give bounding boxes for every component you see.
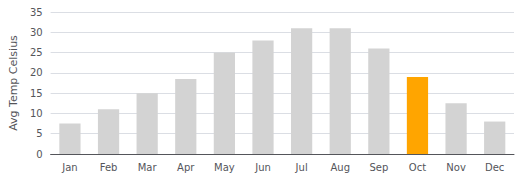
svg-text:Jul: Jul [295, 162, 308, 173]
svg-text:0: 0 [36, 149, 42, 160]
svg-text:Nov: Nov [446, 162, 466, 173]
svg-text:35: 35 [30, 7, 43, 18]
svg-text:20: 20 [30, 67, 43, 78]
svg-text:May: May [214, 162, 235, 173]
svg-text:Aug: Aug [330, 162, 350, 173]
svg-text:15: 15 [30, 88, 43, 99]
svg-text:Sep: Sep [369, 162, 388, 173]
svg-text:Mar: Mar [138, 162, 158, 173]
svg-text:30: 30 [30, 27, 43, 38]
svg-text:Apr: Apr [177, 162, 195, 173]
svg-text:Jan: Jan [61, 162, 77, 173]
svg-text:Jun: Jun [254, 162, 271, 173]
svg-text:Dec: Dec [485, 162, 504, 173]
svg-text:25: 25 [30, 47, 43, 58]
svg-text:Feb: Feb [100, 162, 118, 173]
svg-text:5: 5 [36, 128, 42, 139]
svg-text:10: 10 [30, 108, 43, 119]
svg-text:Avg Temp Celsius: Avg Temp Celsius [7, 35, 20, 131]
svg-text:Oct: Oct [409, 162, 426, 173]
